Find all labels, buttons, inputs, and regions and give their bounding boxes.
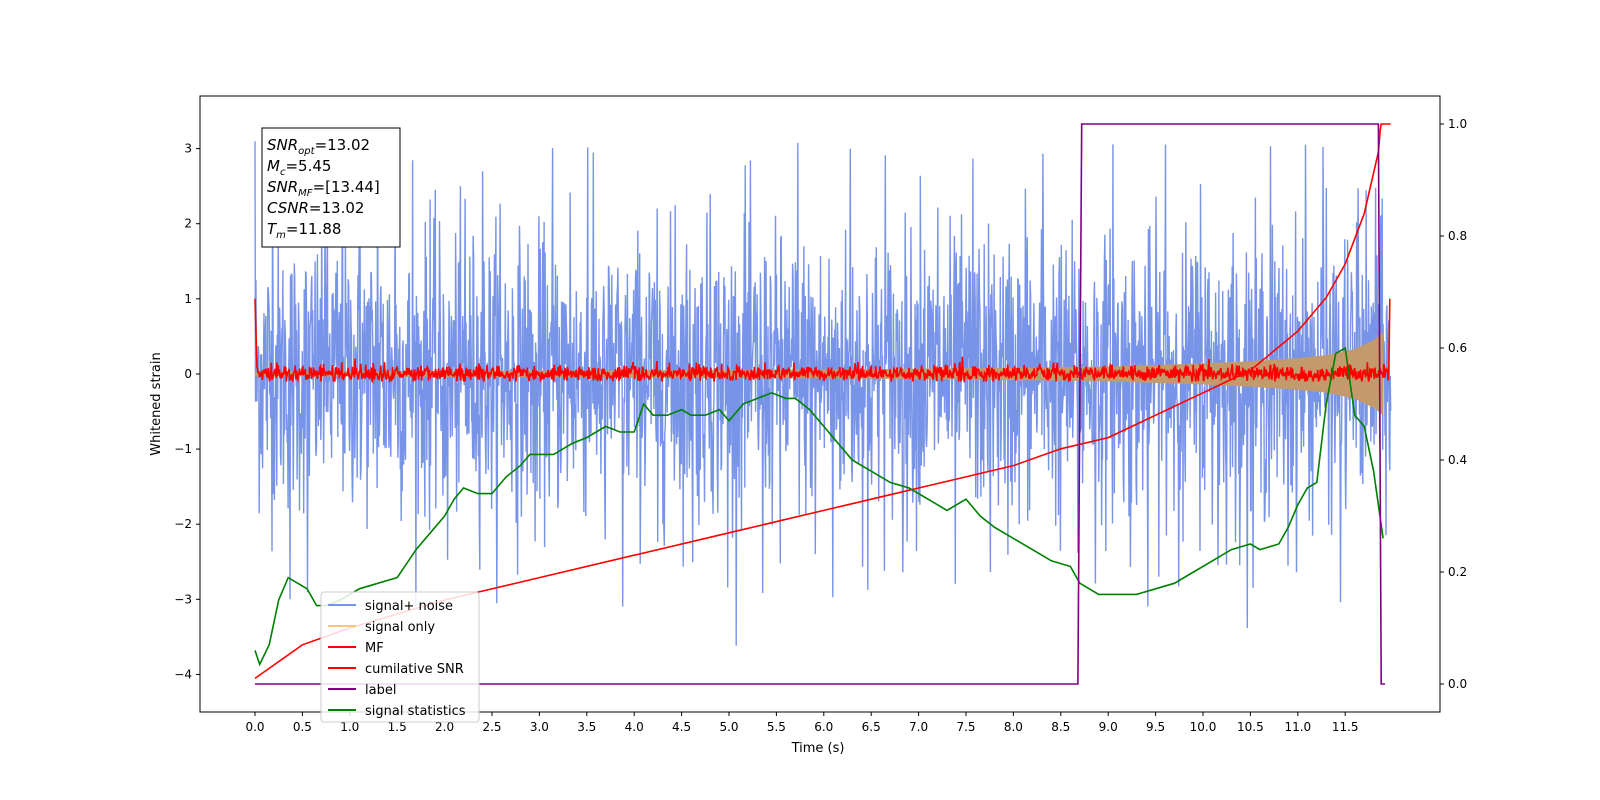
- y2-tick-label: 0.2: [1448, 565, 1467, 579]
- x-tick-label: 10.0: [1190, 720, 1217, 734]
- x-tick-label: 8.5: [1051, 720, 1070, 734]
- cumilative-snr-line: [254, 123, 1391, 680]
- label-line: [255, 123, 1385, 685]
- legend-item: MF: [328, 641, 384, 656]
- annotation-line: Tm=11.88: [267, 220, 341, 241]
- y2-tick-label: 0.8: [1448, 229, 1467, 243]
- y-tick-label: −4: [174, 667, 192, 681]
- legend-label: signal only: [365, 620, 435, 635]
- legend-label: label: [365, 683, 396, 698]
- y-tick-label: −1: [174, 442, 192, 456]
- x-tick-label: 2.0: [435, 720, 454, 734]
- x-tick-label: 3.5: [577, 720, 596, 734]
- x-tick-label: 10.5: [1237, 720, 1264, 734]
- y2-tick-label: 1.0: [1448, 117, 1467, 131]
- annotation-line: CSNR=13.02: [267, 199, 364, 217]
- legend: signal+ noise signal only MF cumilative SNR…: [320, 591, 480, 723]
- y-tick-label: −2: [174, 517, 192, 531]
- legend-item: signal+ noise: [328, 599, 453, 614]
- mf-line: [254, 298, 1391, 384]
- x-tick-label: 11.5: [1332, 720, 1359, 734]
- x-axis-label: Time (s): [791, 741, 845, 756]
- y-tick-label: 1: [184, 292, 192, 306]
- annotation-line: SNRMF=[13.44]: [267, 178, 380, 199]
- x-tick-label: 4.0: [625, 720, 644, 734]
- legend-item: label: [328, 683, 396, 698]
- x-tick-label: 2.5: [482, 720, 501, 734]
- x-tick-label: 0.5: [293, 720, 312, 734]
- x-tick-label: 9.5: [1146, 720, 1165, 734]
- legend-label: MF: [365, 641, 384, 656]
- annotation-line: Mc=5.45: [267, 157, 331, 178]
- y-tick-label: 2: [184, 217, 192, 231]
- x-tick-label: 5.5: [767, 720, 786, 734]
- legend-item: signal only: [328, 620, 435, 635]
- x-tick-label: 11.0: [1284, 720, 1311, 734]
- annotation-line: SNRopt=13.02: [267, 136, 370, 157]
- y-tick-label: 3: [184, 142, 192, 156]
- x-tick-label: 5.0: [719, 720, 738, 734]
- legend-item: signal statistics: [328, 704, 466, 719]
- x-tick-label: 4.5: [672, 720, 691, 734]
- x-tick-label: 1.0: [340, 720, 359, 734]
- y2-tick-label: 0.0: [1448, 677, 1467, 691]
- signal-statistics-line: [254, 346, 1384, 667]
- signal-noise-line: [254, 141, 1392, 646]
- x-tick-label: 7.5: [956, 720, 975, 734]
- y2-tick-label: 0.4: [1448, 453, 1467, 467]
- y2-tick-label: 0.6: [1448, 341, 1467, 355]
- legend-label: signal+ noise: [365, 599, 453, 614]
- y-tick-label: −3: [174, 592, 192, 606]
- y-axis-label: Whitened strain: [149, 352, 164, 455]
- legend-label: signal statistics: [365, 704, 466, 719]
- legend-label: cumilative SNR: [365, 662, 464, 677]
- x-tick-label: 6.5: [862, 720, 881, 734]
- x-tick-label: 1.5: [388, 720, 407, 734]
- x-tick-label: 8.0: [1004, 720, 1023, 734]
- y-tick-label: 0: [184, 367, 192, 381]
- x-tick-label: 6.0: [814, 720, 833, 734]
- x-tick-label: 0.0: [245, 720, 264, 734]
- x-tick-label: 9.0: [1099, 720, 1118, 734]
- x-tick-label: 7.0: [909, 720, 928, 734]
- annotation-box: SNRopt=13.02Mc=5.45SNRMF=[13.44]CSNR=13.…: [261, 127, 401, 248]
- x-tick-label: 3.0: [530, 720, 549, 734]
- legend-item: cumilative SNR: [328, 662, 464, 677]
- plot-frame: [199, 95, 1441, 713]
